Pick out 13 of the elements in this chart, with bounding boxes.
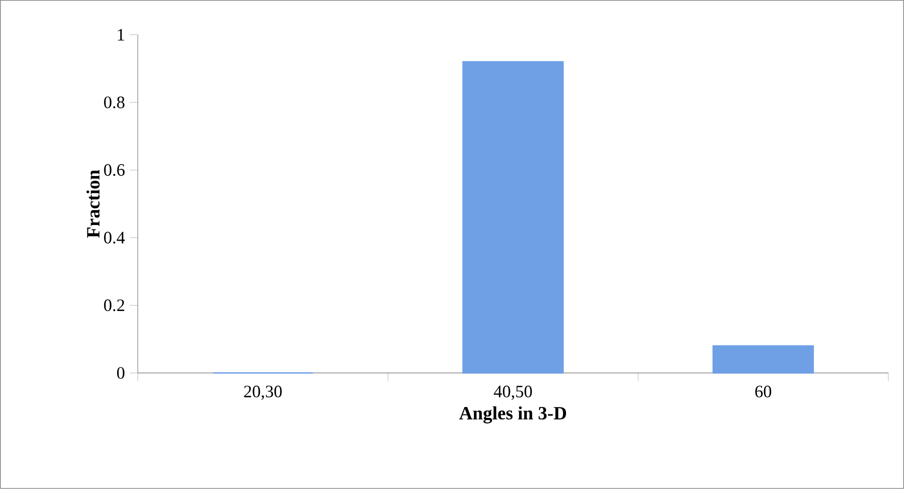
y-tick-label: 0.4 [104, 232, 125, 244]
x-tick-label: 40,50 [494, 386, 532, 400]
x-axis-title: Angles in 3-D [459, 406, 566, 424]
y-tick-label: 0.8 [104, 96, 124, 108]
x-tick-label: 20,30 [244, 386, 282, 400]
y-tick-label: 0 [117, 367, 124, 379]
y-tick-label: 1 [118, 29, 124, 41]
y-tick-label: 0.2 [104, 300, 124, 312]
y-tick-label: 0.6 [104, 164, 125, 176]
x-tick-label: 60 [755, 386, 772, 398]
y-axis-title: Fraction [86, 170, 100, 238]
bar [462, 61, 564, 374]
bar [712, 345, 814, 374]
